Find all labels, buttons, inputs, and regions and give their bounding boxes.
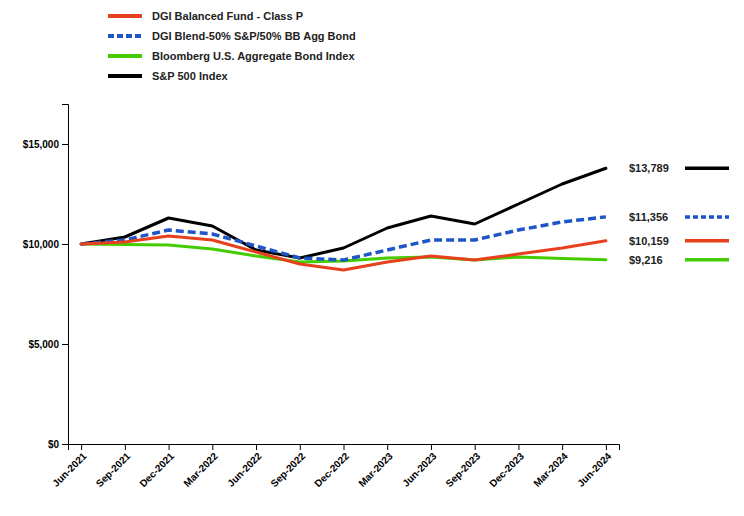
chart: Jun-2021Sep-2021Dec-2021Mar-2022Jun-2022… — [0, 0, 744, 516]
x-tick-label: Sep-2021 — [94, 450, 133, 489]
legend-label: S&P 500 Index — [152, 70, 228, 82]
x-tick: Jun-2021 — [50, 444, 89, 489]
legend: DGI Balanced Fund - Class P DGI Blend-50%… — [108, 10, 356, 82]
y-tick-label: $0 — [48, 439, 60, 450]
x-tick-mark — [81, 444, 82, 450]
x-tick-label: Jun-2024 — [575, 450, 614, 489]
legend-label: DGI Blend-50% S&P/50% BB Agg Bond — [152, 30, 356, 42]
y-tick: $15,000 — [23, 139, 68, 150]
x-tick: Dec-2022 — [312, 444, 351, 489]
x-tick: Mar-2022 — [181, 444, 220, 489]
x-tick-label: Mar-2022 — [181, 450, 220, 489]
x-tick: Jun-2024 — [575, 444, 614, 489]
x-tick-mark — [212, 444, 213, 450]
x-tick-mark — [125, 444, 126, 450]
x-axis: Jun-2021Sep-2021Dec-2021Mar-2022Jun-2022… — [50, 444, 619, 489]
x-tick-mark — [344, 444, 345, 450]
x-tick-label: Mar-2024 — [531, 450, 570, 489]
x-tick-mark — [431, 444, 432, 450]
x-tick: Mar-2024 — [531, 444, 570, 489]
legend-item: DGI Blend-50% S&P/50% BB Agg Bond — [108, 30, 356, 42]
y-tick-mark — [62, 144, 68, 145]
x-tick-mark — [169, 444, 170, 450]
legend-item: S&P 500 Index — [108, 70, 228, 82]
legend-swatch — [108, 74, 142, 78]
end-label: $13,789 — [629, 162, 669, 174]
x-tick: Jun-2023 — [400, 444, 439, 489]
x-tick: Mar-2023 — [356, 444, 395, 489]
y-axis-line — [62, 105, 69, 445]
lines — [81, 168, 606, 270]
y-tick-mark — [62, 244, 68, 245]
y-tick: $10,000 — [23, 239, 68, 250]
end-label-swatch — [685, 239, 729, 243]
x-tick-label: Jun-2022 — [225, 450, 264, 489]
y-tick-label: $5,000 — [28, 339, 59, 350]
x-tick-label: Jun-2023 — [400, 450, 439, 489]
x-tick-label: Dec-2021 — [137, 450, 176, 489]
x-tick-mark — [606, 444, 607, 450]
x-tick: Sep-2021 — [94, 444, 133, 489]
x-tick-label: Mar-2023 — [356, 450, 395, 489]
y-tick: $0 — [48, 439, 68, 450]
legend-swatch — [108, 34, 142, 38]
x-tick: Sep-2022 — [269, 444, 308, 489]
x-tick-mark — [518, 444, 519, 450]
y-tick: $5,000 — [28, 339, 68, 350]
series-line — [81, 236, 606, 270]
plot-area: Jun-2021Sep-2021Dec-2021Mar-2022Jun-2022… — [23, 105, 620, 490]
y-axis: $0 $5,000 $10,000 $15,000 — [23, 105, 69, 450]
x-tick-mark — [562, 444, 563, 450]
end-label: $11,356 — [629, 211, 668, 223]
y-tick-label: $10,000 — [23, 239, 60, 250]
y-tick-label: $15,000 — [23, 139, 60, 150]
legend-swatch — [108, 14, 142, 18]
end-label-swatch — [685, 258, 729, 262]
x-tick-label: Dec-2023 — [487, 450, 526, 489]
end-label-swatch — [685, 215, 729, 219]
x-tick: Dec-2023 — [487, 444, 526, 489]
end-label-swatch — [685, 166, 729, 170]
x-tick-label: Dec-2022 — [312, 450, 351, 489]
x-tick-label: Sep-2023 — [443, 450, 482, 489]
x-axis-line — [69, 445, 620, 451]
x-tick-label: Jun-2021 — [50, 450, 89, 489]
legend-item: DGI Balanced Fund - Class P — [108, 10, 303, 22]
x-tick: Sep-2023 — [443, 444, 482, 489]
x-tick-mark — [300, 444, 301, 450]
x-tick: Dec-2021 — [137, 444, 176, 489]
legend-swatch — [108, 54, 142, 58]
legend-label: Bloomberg U.S. Aggregate Bond Index — [152, 50, 355, 62]
x-tick-mark — [387, 444, 388, 450]
x-tick-label: Sep-2022 — [269, 450, 308, 489]
x-tick-mark — [256, 444, 257, 450]
end-label: $9,216 — [629, 254, 663, 266]
legend-item: Bloomberg U.S. Aggregate Bond Index — [108, 50, 355, 62]
x-tick-mark — [475, 444, 476, 450]
annotations: $13,789 $11,356 $10,159 $9,216 — [629, 162, 729, 265]
x-tick: Jun-2022 — [225, 444, 264, 489]
y-tick-mark — [62, 344, 68, 345]
legend-label: DGI Balanced Fund - Class P — [152, 10, 303, 22]
y-tick-mark — [62, 444, 68, 445]
end-label: $10,159 — [629, 235, 669, 247]
